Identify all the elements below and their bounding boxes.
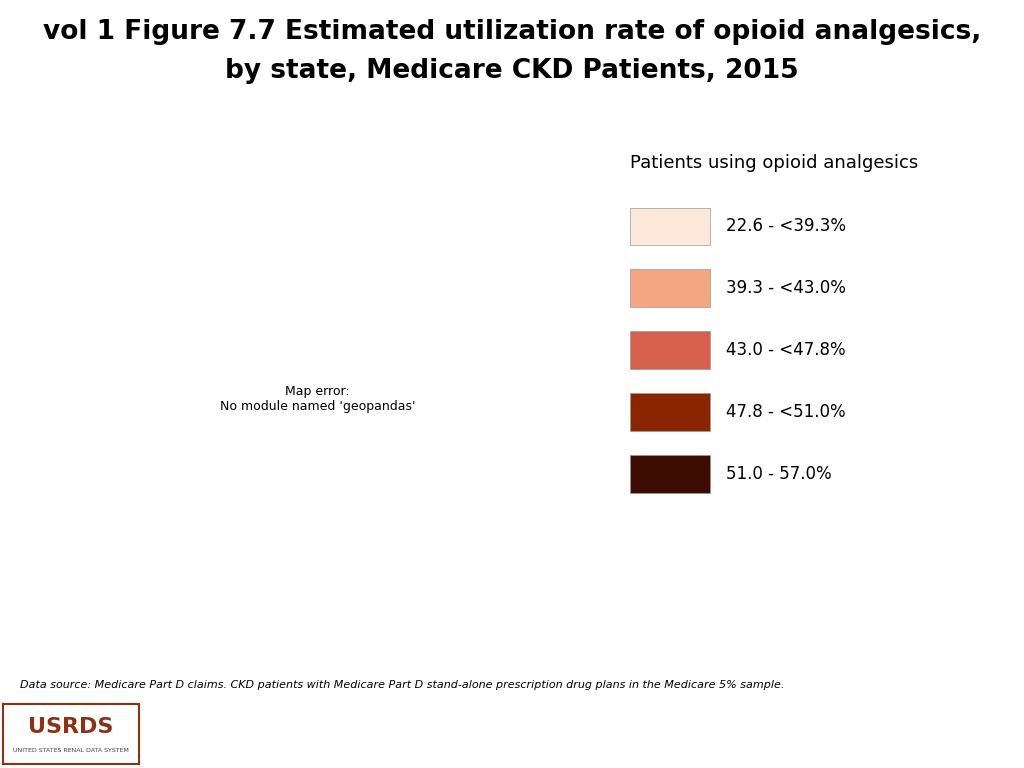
Bar: [631, 331, 711, 369]
Text: Map error:
No module named 'geopandas': Map error: No module named 'geopandas': [220, 386, 415, 413]
Text: 2017 Annual Data Report: 2017 Annual Data Report: [403, 712, 621, 727]
Text: vol 1 Figure 7.7 Estimated utilization rate of opioid analgesics,: vol 1 Figure 7.7 Estimated utilization r…: [43, 19, 981, 45]
Text: Data source: Medicare Part D claims. CKD patients with Medicare Part D stand-alo: Data source: Medicare Part D claims. CKD…: [20, 680, 784, 690]
Text: 22.6 - <39.3%: 22.6 - <39.3%: [726, 217, 846, 235]
Text: USRDS: USRDS: [29, 717, 114, 737]
Text: 20: 20: [966, 725, 990, 743]
Text: UNITED STATES RENAL DATA SYSTEM: UNITED STATES RENAL DATA SYSTEM: [13, 749, 129, 753]
Bar: [631, 207, 711, 246]
Text: 43.0 - <47.8%: 43.0 - <47.8%: [726, 341, 846, 359]
Bar: [631, 455, 711, 493]
Bar: [631, 393, 711, 431]
Text: by state, Medicare CKD Patients, 2015: by state, Medicare CKD Patients, 2015: [225, 58, 799, 84]
Text: Patients using opioid analgesics: Patients using opioid analgesics: [631, 154, 919, 171]
Text: Volume 1 CKD, Chapter 7: Volume 1 CKD, Chapter 7: [404, 742, 620, 757]
Text: 47.8 - <51.0%: 47.8 - <51.0%: [726, 403, 846, 421]
Text: 39.3 - <43.0%: 39.3 - <43.0%: [726, 280, 846, 297]
Text: 51.0 - 57.0%: 51.0 - 57.0%: [726, 465, 831, 483]
Bar: [631, 270, 711, 307]
